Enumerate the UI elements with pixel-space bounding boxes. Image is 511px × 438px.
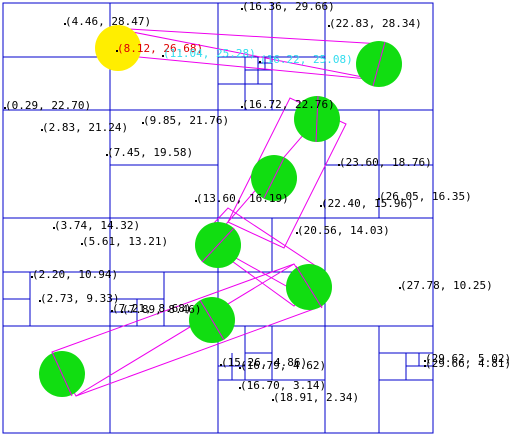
- point-label: (7.89, 8.46): [122, 303, 201, 316]
- point-marker: [142, 122, 144, 124]
- point-label: (23.60, 18.76): [339, 156, 432, 169]
- point-marker: [320, 205, 322, 207]
- point-marker: [272, 399, 274, 401]
- point-marker: [31, 276, 33, 278]
- point-label: (2.20, 10.94): [32, 268, 118, 281]
- point-label: (15.26, 4.86): [221, 356, 307, 369]
- point-label: (7.21, 8.68): [112, 302, 191, 315]
- point-label: (20.56, 14.03): [297, 224, 390, 237]
- robot-discs: [39, 25, 402, 397]
- point-marker: [111, 310, 113, 312]
- robot-heading: [295, 265, 323, 309]
- point-marker: [424, 360, 426, 362]
- point-label-highlight: (16.22, 25.08): [260, 53, 353, 66]
- capsule-diagonal: [111, 27, 379, 81]
- point-marker: [378, 198, 380, 200]
- point-marker: [239, 387, 241, 389]
- point-marker: [220, 364, 222, 366]
- point-marker: [328, 25, 330, 27]
- point-label: (26.05, 16.35): [379, 190, 472, 203]
- point-marker: [81, 243, 83, 245]
- point-marker: [106, 154, 108, 156]
- robot-heading: [51, 351, 73, 397]
- point-marker: [195, 200, 197, 202]
- point-label: (16.72, 22.76): [242, 98, 335, 111]
- point-marker: [259, 61, 261, 63]
- point-marker: [39, 300, 41, 302]
- point-marker: [399, 287, 401, 289]
- point-label: (0.29, 22.70): [5, 99, 91, 112]
- point-label: (16.79, 4.62): [240, 359, 326, 372]
- point-label-start: (8.12, 26.68): [117, 42, 203, 55]
- point-marker: [116, 50, 118, 52]
- point-marker: [162, 55, 164, 57]
- point-marker: [239, 367, 241, 369]
- point-marker: [296, 232, 298, 234]
- point-label: (5.61, 13.21): [82, 235, 168, 248]
- point-label: (27.78, 10.25): [400, 279, 493, 292]
- point-label: (16.70, 3.14): [240, 379, 326, 392]
- point-marker: [4, 107, 6, 109]
- point-labels: (16.36, 29.66) (4.46, 28.47) (22.83, 28.…: [4, 0, 511, 404]
- point-label: (4.46, 28.47): [65, 15, 151, 28]
- point-marker: [241, 106, 243, 108]
- point-marker: [53, 227, 55, 229]
- point-label: (13.60, 16.19): [196, 192, 289, 205]
- point-label: (22.40, 15.96): [321, 197, 414, 210]
- robot-heading: [372, 41, 386, 87]
- point-marker: [121, 311, 123, 313]
- point-label: (22.83, 28.34): [329, 17, 422, 30]
- capsule-path: [227, 97, 347, 249]
- point-label: (3.74, 14.32): [54, 219, 140, 232]
- point-label-highlight: (11.04, 25.28): [163, 47, 256, 60]
- robot-start-disc: [95, 25, 141, 71]
- point-marker: [338, 164, 340, 166]
- robot-heading: [199, 299, 225, 341]
- point-label: (29.66, 4.81): [425, 357, 511, 370]
- point-label: (9.85, 21.76): [143, 114, 229, 127]
- robot-heading: [263, 157, 285, 199]
- point-marker: [41, 129, 43, 131]
- point-marker: [64, 23, 66, 25]
- robot-heading: [315, 95, 319, 143]
- point-marker: [241, 8, 243, 10]
- robot-heading: [201, 227, 235, 263]
- point-label: (16.36, 29.66): [242, 0, 335, 13]
- quadtree-grid: [2, 2, 434, 434]
- point-marker: [424, 365, 426, 367]
- capsule-diagonal: [75, 263, 295, 397]
- point-label: (2.83, 21.24): [42, 121, 128, 134]
- point-label: (7.45, 19.58): [107, 146, 193, 159]
- point-label: (29.62, 5.02): [425, 352, 511, 365]
- point-label: (18.91, 2.34): [273, 391, 359, 404]
- point-label: (2.73, 9.33): [40, 292, 119, 305]
